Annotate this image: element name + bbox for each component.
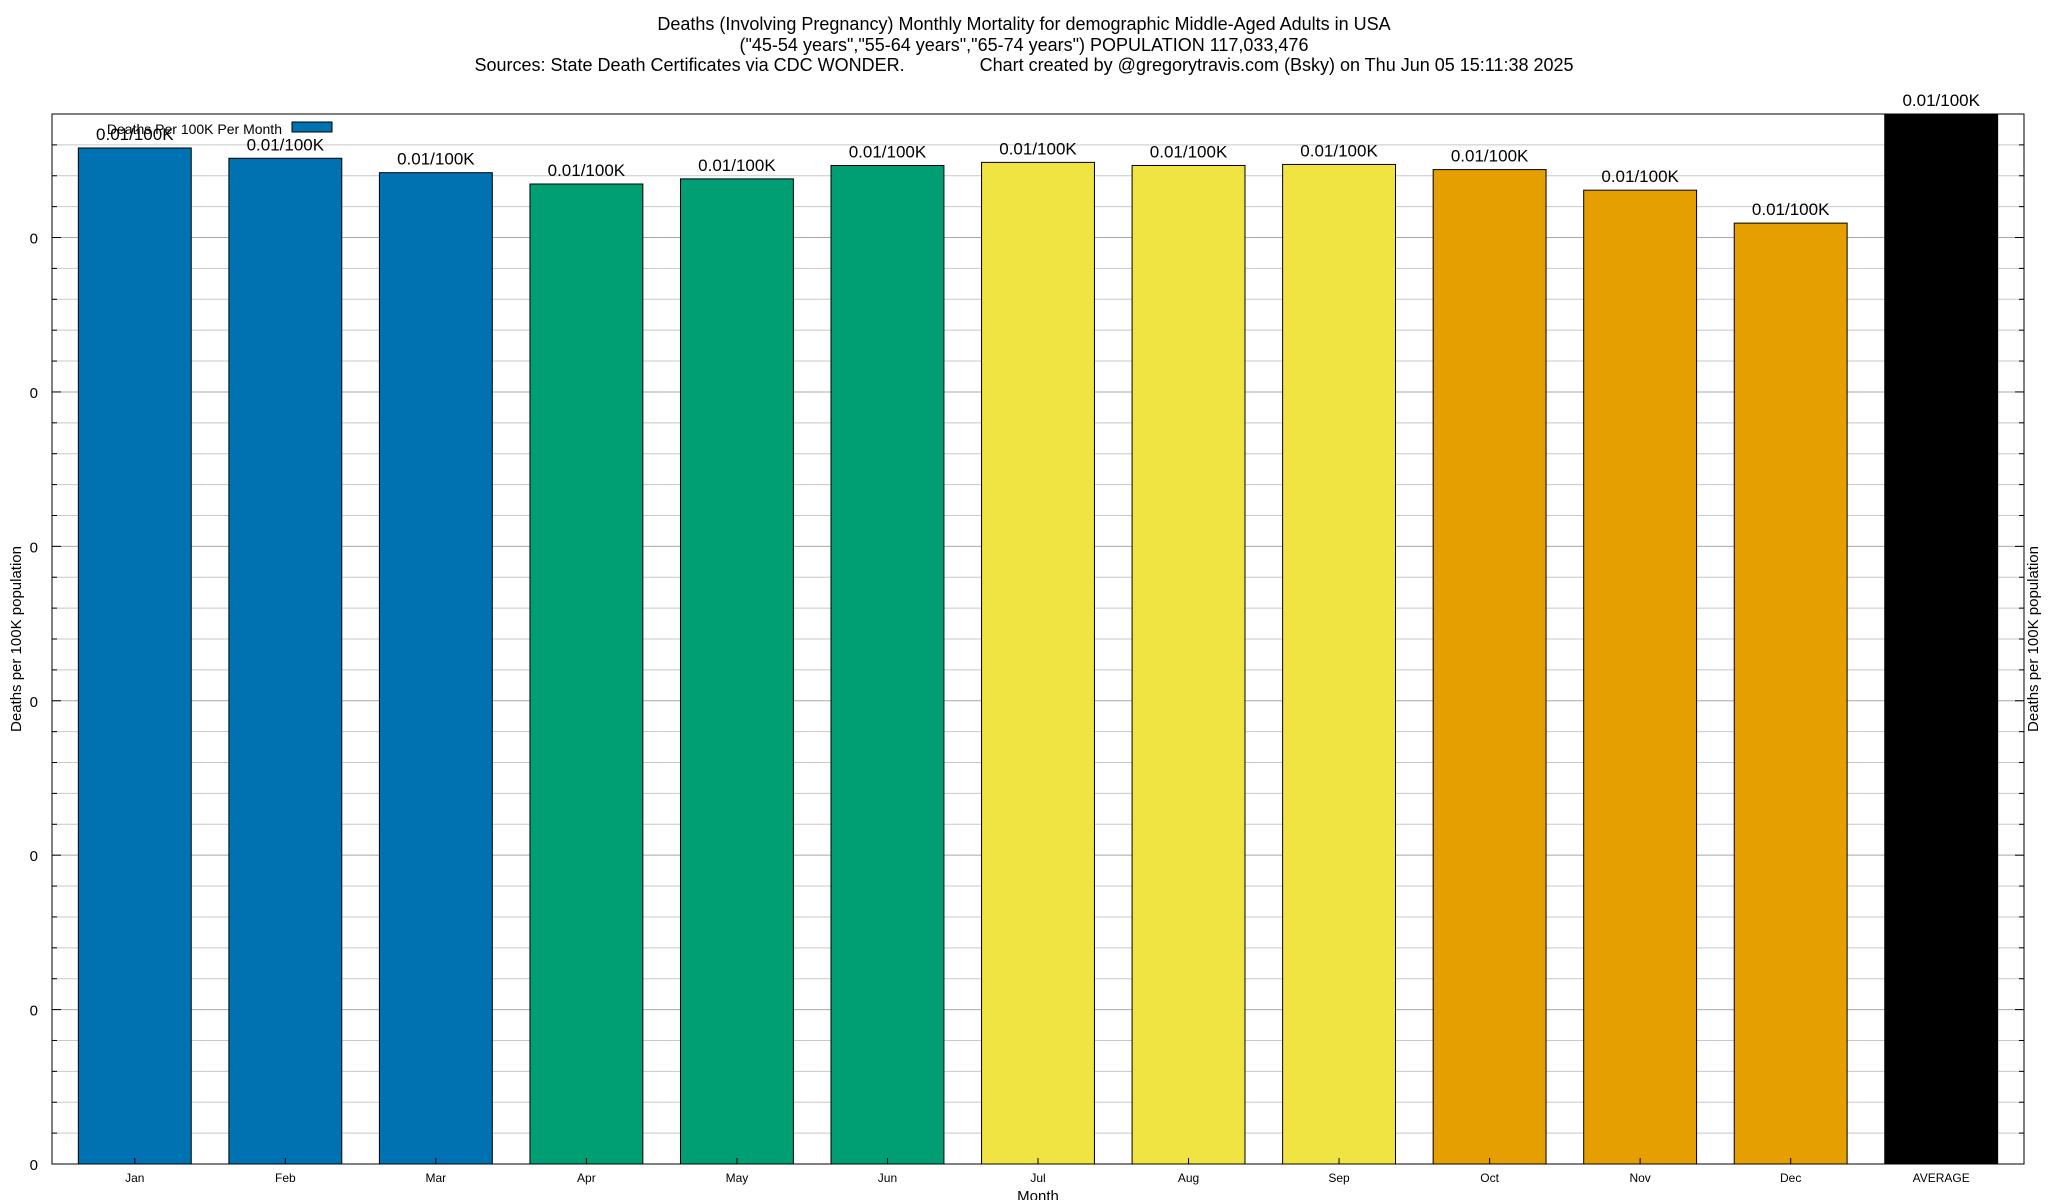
y-tick-label: 0 xyxy=(30,385,38,402)
x-axis-label: Month xyxy=(1017,1188,1059,1200)
bar xyxy=(77,147,192,1165)
bar xyxy=(1733,222,1848,1165)
x-tick-label: AVERAGE xyxy=(1913,1171,1970,1185)
data-label: 0.01/100K xyxy=(1451,147,1529,166)
x-tick-label: Oct xyxy=(1480,1171,1499,1185)
y-tick-label: 0 xyxy=(30,1003,38,1020)
y-tick-label: 0 xyxy=(30,1157,38,1174)
y-tick-label: 0 xyxy=(30,539,38,556)
data-label: 0.01/100K xyxy=(1752,200,1830,219)
legend-label: Deaths Per 100K Per Month xyxy=(107,121,282,137)
bar xyxy=(830,164,945,1165)
bars-layer xyxy=(77,113,1999,1165)
data-label: 0.01/100K xyxy=(849,142,927,161)
y-tick-label: 0 xyxy=(30,231,38,248)
x-tick-label: Aug xyxy=(1178,1171,1199,1185)
legend-swatch xyxy=(291,121,333,133)
bar xyxy=(981,161,1095,1165)
data-label: 0.01/100K xyxy=(1601,167,1679,186)
chart-sources-credit: Sources: State Death Certificates via CD… xyxy=(0,55,2048,76)
bar xyxy=(1282,163,1397,1165)
x-tick-label: Mar xyxy=(426,1171,447,1185)
x-tick-label: May xyxy=(726,1171,749,1185)
bar xyxy=(679,178,794,1165)
x-tick-label: Jul xyxy=(1030,1171,1045,1185)
bar xyxy=(1583,189,1698,1165)
data-label: 0.01/100K xyxy=(548,161,626,180)
data-label: 0.01/100K xyxy=(397,150,475,169)
data-label: 0.01/100K xyxy=(1902,91,1980,110)
labels-layer: 0.01/100K 0.01/100K 0.01/100K 0.01/100K 0.01… xyxy=(96,91,1981,219)
x-tick-label: Dec xyxy=(1780,1171,1801,1185)
x-tick-label: Nov xyxy=(1629,1171,1650,1185)
bar xyxy=(378,172,493,1165)
x-tick-label: Feb xyxy=(275,1171,296,1185)
axes-layer: 0 0 0 0 0 0 0 Jan Feb Mar Apr May Jun Jul Aug Sep Oct Nov… xyxy=(30,113,2024,1185)
bar xyxy=(1884,113,1999,1165)
x-tick-label: Apr xyxy=(577,1171,596,1185)
data-label: 0.01/100K xyxy=(96,125,174,144)
x-tick-label: Sep xyxy=(1328,1171,1350,1185)
y-tick-label: 0 xyxy=(30,694,38,711)
data-label: 0.01/100K xyxy=(698,156,776,175)
source-line: Sources: State Death Certificates via CD… xyxy=(474,55,905,75)
bar xyxy=(1131,164,1246,1165)
y-axis-label: Deaths per 100K population xyxy=(8,546,25,732)
data-label: 0.01/100K xyxy=(1150,142,1228,161)
chart-subtitle: ("45-54 years","55-64 years","65-74 year… xyxy=(739,35,1309,55)
chart-title: Deaths (Involving Pregnancy) Monthly Mor… xyxy=(657,14,1391,34)
data-label: 0.01/100K xyxy=(999,139,1077,158)
y-tick-label: 0 xyxy=(30,848,38,865)
x-tick-label: Jan xyxy=(125,1171,144,1185)
legend: Deaths Per 100K Per Month xyxy=(107,121,333,137)
y-axis-label-right: Deaths per 100K population xyxy=(2025,546,2042,732)
credit-line: Chart created by @gregorytravis.com (Bsk… xyxy=(979,55,1574,75)
bar xyxy=(228,157,343,1165)
data-label: 0.01/100K xyxy=(247,135,325,154)
data-label: 0.01/100K xyxy=(1300,141,1378,160)
bar xyxy=(529,183,644,1165)
x-tick-label: Jun xyxy=(878,1171,897,1185)
bar xyxy=(1432,169,1547,1165)
